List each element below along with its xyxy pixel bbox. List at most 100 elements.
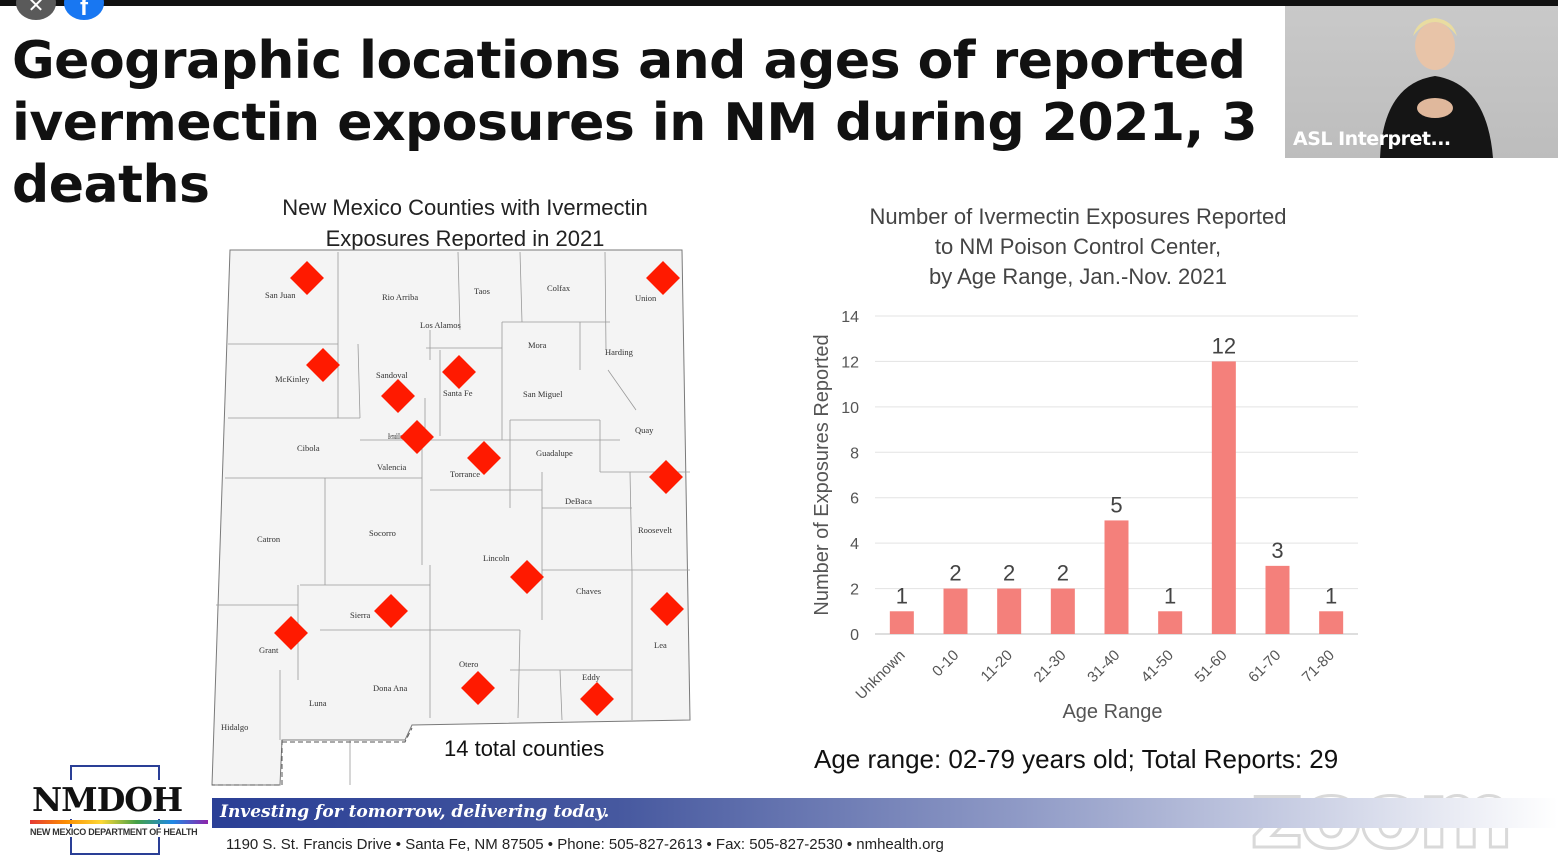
asl-video-tile[interactable]: ASL Interpret... [1285,6,1558,158]
exposure-marker [510,560,544,594]
x-tick-label: 11-20 [978,647,1016,685]
county-label: Union [635,293,657,303]
x-tick-label: 71-80 [1299,647,1338,686]
nmdoh-logo: NMDOH [30,780,185,819]
age-range-text: Age range: 02-79 years old; [814,744,1142,774]
x-tick-label: 21-30 [1031,647,1070,686]
age-summary: Age range: 02-79 years old; Total Report… [814,744,1338,775]
data-label: 1 [1164,583,1176,608]
exposure-marker [650,592,684,626]
data-label: 2 [1003,561,1015,586]
county-label: Dona Ana [373,683,407,693]
bar [1265,565,1290,634]
y-tick-label: 0 [850,627,859,644]
county-label: Mora [528,340,547,350]
footer-band [212,798,1558,828]
slide-title-line2: ivermectin exposures in NM during 2021, … [12,93,1258,215]
logo-rainbow-stripe [30,820,208,824]
county-label: Lea [654,640,667,650]
county-label: Roosevelt [638,525,673,535]
data-label: 1 [1325,583,1337,608]
bar [1211,361,1236,634]
county-label: DeBaca [565,496,592,506]
y-tick-label: 14 [841,309,859,326]
slide-title: Geographic locations and ages of reporte… [12,30,1282,216]
county-label: Chaves [576,586,601,596]
county-label: Catron [257,534,281,544]
chart-title: Number of Ivermectin Exposures Reported … [820,202,1336,292]
bar [1319,611,1344,634]
county-labels: San Juan Rio Arriba Taos Colfax Union Lo… [221,283,673,732]
county-label: Sandoval [376,370,408,380]
county-label: Socorro [369,528,396,538]
county-label: Torrance [450,469,480,479]
county-label: Quay [635,425,654,435]
county-label: Valencia [377,462,406,472]
bar [1050,588,1075,634]
y-tick-label: 8 [850,445,859,462]
county-label: Rio Arriba [382,292,418,302]
x-tick-label: 41-50 [1138,647,1177,686]
y-tick-label: 4 [850,536,859,553]
county-label: Sierra [350,610,371,620]
map-title-line2: Exposures Reported in 2021 [325,226,605,251]
data-label: 1 [896,583,908,608]
bar [1104,520,1129,634]
county-label: Hidalgo [221,722,248,732]
county-label: McKinley [275,374,310,384]
total-counties-label: 14 total counties [444,736,605,761]
chart-title-line2: to NM Poison Control Center, [934,234,1222,259]
y-axis-title: Number of Exposures Reported [811,334,833,615]
data-label: 5 [1110,492,1122,517]
county-label: Los Alamos [420,320,461,330]
y-tick-label: 12 [841,354,859,371]
nm-county-map: San Juan Rio Arriba Taos Colfax Union Lo… [211,249,691,786]
state-outline [211,249,691,786]
county-label: Luna [309,698,327,708]
slide-title-line1: Geographic locations and ages of reporte… [12,31,1246,91]
map-title: New Mexico Counties with Ivermectin Expo… [232,192,698,254]
chart-title-line1: Number of Ivermectin Exposures Reported [869,204,1287,229]
bar [943,588,968,634]
x-tick-label: 51-60 [1192,647,1231,686]
y-tick-label: 2 [850,582,859,599]
data-label: 3 [1271,538,1283,563]
x-tick-label: 0-10 [929,647,962,680]
exposure-marker [580,682,614,716]
x-tick-label: 31-40 [1084,647,1123,686]
county-label: Cibola [297,443,320,453]
county-label: Lincoln [483,553,510,563]
county-label: Eddy [582,672,601,682]
bar [997,588,1022,634]
county-label: Grant [259,645,279,655]
county-label: Guadalupe [536,448,573,458]
data-label: 12 [1212,333,1236,358]
interpreter-figure [1380,18,1493,158]
chart-title-line3: by Age Range, Jan.-Nov. 2021 [928,264,1227,289]
data-label: 2 [949,561,961,586]
county-label: San Juan [265,290,296,300]
y-tick-label: 6 [850,491,859,508]
total-reports-text: Total Reports: 29 [1141,744,1339,774]
nmdoh-logo-subtitle: NEW MEXICO DEPARTMENT OF HEALTH [30,827,198,837]
close-icon[interactable]: ✕ [16,0,56,20]
age-range-bar-chart: 0 2 4 6 8 10 12 14 1 Unknown 2 0-10 2 11-20 2 21-30 5 31-… [811,309,1358,723]
county-label: Otero [459,659,478,669]
footer-address: 1190 S. St. Francis Drive • Santa Fe, NM… [226,836,944,853]
facebook-icon[interactable]: f [64,0,104,21]
map-title-line1: New Mexico Counties with Ivermectin [282,195,648,220]
bar [889,611,914,634]
county-label: Bernalillo [388,431,402,441]
x-tick-label: Unknown [852,647,908,703]
asl-label: ASL Interpret... [1293,128,1451,150]
y-tick-label: 10 [841,400,859,417]
top-bar [0,0,1558,6]
exposure-marker [461,671,495,705]
county-label: San Miguel [523,389,563,399]
county-label: Harding [605,347,634,357]
x-tick-label: 61-70 [1245,647,1284,686]
x-axis-title: Age Range [1062,701,1162,723]
data-label: 2 [1057,561,1069,586]
footer-tagline: Investing for tomorrow, delivering today… [220,802,610,822]
county-label: Colfax [547,283,571,293]
